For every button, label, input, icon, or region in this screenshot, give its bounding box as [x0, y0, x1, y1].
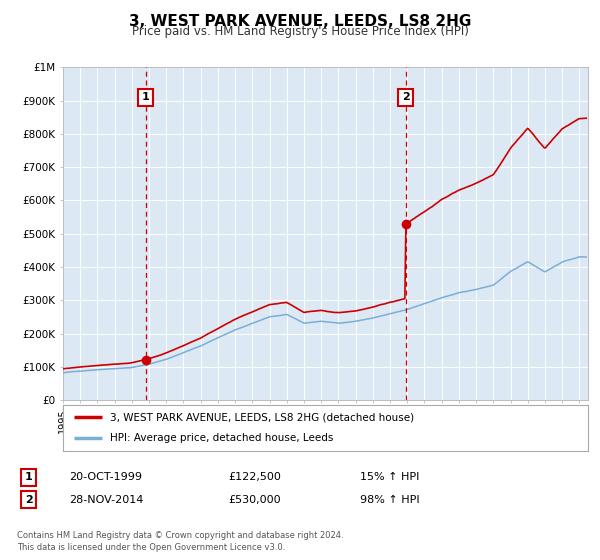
Text: HPI: Average price, detached house, Leeds: HPI: Average price, detached house, Leed…	[110, 433, 334, 444]
Text: 28-NOV-2014: 28-NOV-2014	[69, 494, 143, 505]
Text: 1: 1	[25, 472, 32, 482]
Text: 1: 1	[142, 92, 149, 102]
Text: £122,500: £122,500	[228, 472, 281, 482]
Text: 20-OCT-1999: 20-OCT-1999	[69, 472, 142, 482]
Text: 98% ↑ HPI: 98% ↑ HPI	[360, 494, 419, 505]
Text: 15% ↑ HPI: 15% ↑ HPI	[360, 472, 419, 482]
Text: 3, WEST PARK AVENUE, LEEDS, LS8 2HG (detached house): 3, WEST PARK AVENUE, LEEDS, LS8 2HG (det…	[110, 412, 415, 422]
Text: Contains HM Land Registry data © Crown copyright and database right 2024.
This d: Contains HM Land Registry data © Crown c…	[17, 531, 343, 552]
Text: 3, WEST PARK AVENUE, LEEDS, LS8 2HG: 3, WEST PARK AVENUE, LEEDS, LS8 2HG	[129, 14, 471, 29]
Text: £530,000: £530,000	[228, 494, 281, 505]
Text: 2: 2	[25, 494, 32, 505]
Text: 2: 2	[401, 92, 409, 102]
Text: Price paid vs. HM Land Registry's House Price Index (HPI): Price paid vs. HM Land Registry's House …	[131, 25, 469, 38]
